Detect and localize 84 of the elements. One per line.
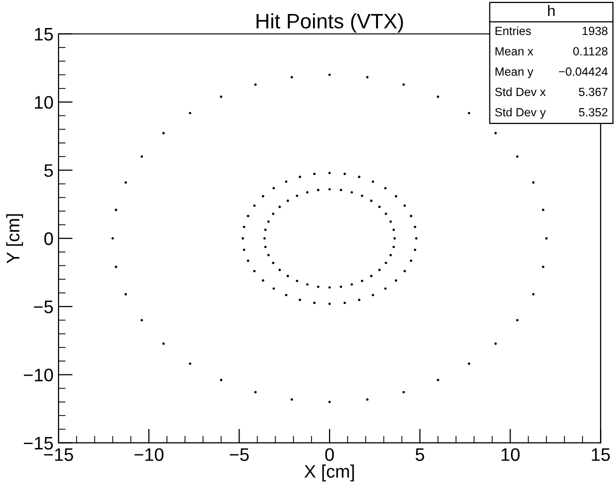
- annotation: −0.04424: [559, 67, 608, 76]
- point: [389, 220, 392, 223]
- y-tick-label: 0: [44, 232, 53, 246]
- point: [414, 248, 416, 252]
- y-tick-label: −5: [34, 300, 53, 314]
- chart-title: Hit Points (VTX): [256, 13, 403, 33]
- point: [328, 302, 331, 306]
- text: h: [548, 4, 555, 16]
- point: [278, 268, 281, 272]
- point: [272, 262, 274, 264]
- point: [384, 287, 387, 290]
- point: [114, 208, 118, 212]
- y-tick-label: −15: [24, 436, 53, 450]
- point: [393, 237, 396, 240]
- point: [296, 194, 298, 198]
- point: [188, 362, 192, 365]
- x-tick-label: 15: [592, 448, 610, 461]
- point: [378, 268, 381, 272]
- y-tick-label: −10: [24, 368, 53, 382]
- point: [402, 390, 405, 394]
- point: [360, 280, 364, 282]
- point: [242, 226, 246, 228]
- point: [267, 254, 270, 256]
- x-tick-label: −10: [134, 448, 164, 461]
- point: [242, 248, 246, 252]
- point: [296, 280, 298, 282]
- point: [358, 176, 360, 178]
- point: [372, 180, 374, 183]
- point: [220, 378, 222, 382]
- point: [264, 246, 267, 248]
- point: [389, 254, 392, 256]
- x-tick-label: 10: [502, 448, 520, 461]
- point: [545, 237, 548, 240]
- annotation: Mean x: [496, 47, 534, 56]
- y-tick-label: 10: [34, 96, 53, 109]
- point: [494, 342, 497, 345]
- annotation: 5.352: [578, 108, 608, 116]
- y-tick-label: 5: [44, 164, 53, 177]
- point: [140, 318, 144, 322]
- point: [263, 237, 266, 240]
- point: [313, 172, 316, 176]
- point: [468, 362, 470, 365]
- point: [272, 212, 274, 216]
- point: [542, 266, 544, 268]
- y-tick-label: 15: [34, 28, 53, 41]
- point: [384, 262, 388, 264]
- point: [284, 294, 288, 296]
- point: [316, 188, 320, 192]
- annotation: Mean y: [496, 68, 534, 78]
- point: [378, 206, 381, 208]
- point: [298, 176, 302, 178]
- point: [402, 83, 405, 86]
- point: [114, 266, 118, 268]
- annotation: Entries: [496, 26, 531, 36]
- annotation: 1938: [582, 26, 608, 36]
- point: [162, 342, 165, 345]
- x-axis-title: X [cm]: [304, 464, 354, 482]
- y-axis-title: Y [cm]: [6, 214, 24, 264]
- point: [298, 298, 302, 302]
- annotation: Std Dev x: [495, 87, 546, 96]
- point: [532, 181, 535, 184]
- annotation: 0.1128: [573, 47, 608, 56]
- point: [306, 283, 309, 286]
- point: [140, 155, 144, 158]
- point: [494, 132, 497, 134]
- point: [254, 390, 257, 394]
- point: [278, 206, 281, 208]
- point: [358, 298, 360, 302]
- point: [542, 208, 544, 212]
- x-tick-label: 0: [325, 448, 334, 461]
- point: [242, 237, 244, 240]
- x-tick-label: −5: [230, 448, 249, 461]
- point: [313, 302, 316, 304]
- point: [384, 212, 388, 216]
- point: [284, 180, 288, 183]
- point: [253, 270, 256, 272]
- point: [162, 132, 165, 134]
- annotation: 5.367: [578, 88, 608, 96]
- point: [516, 318, 519, 322]
- point: [253, 204, 256, 207]
- x-tick-label: 5: [416, 448, 424, 461]
- point: [516, 155, 519, 158]
- annotation: Std Dev y: [495, 108, 546, 119]
- point: [360, 194, 364, 198]
